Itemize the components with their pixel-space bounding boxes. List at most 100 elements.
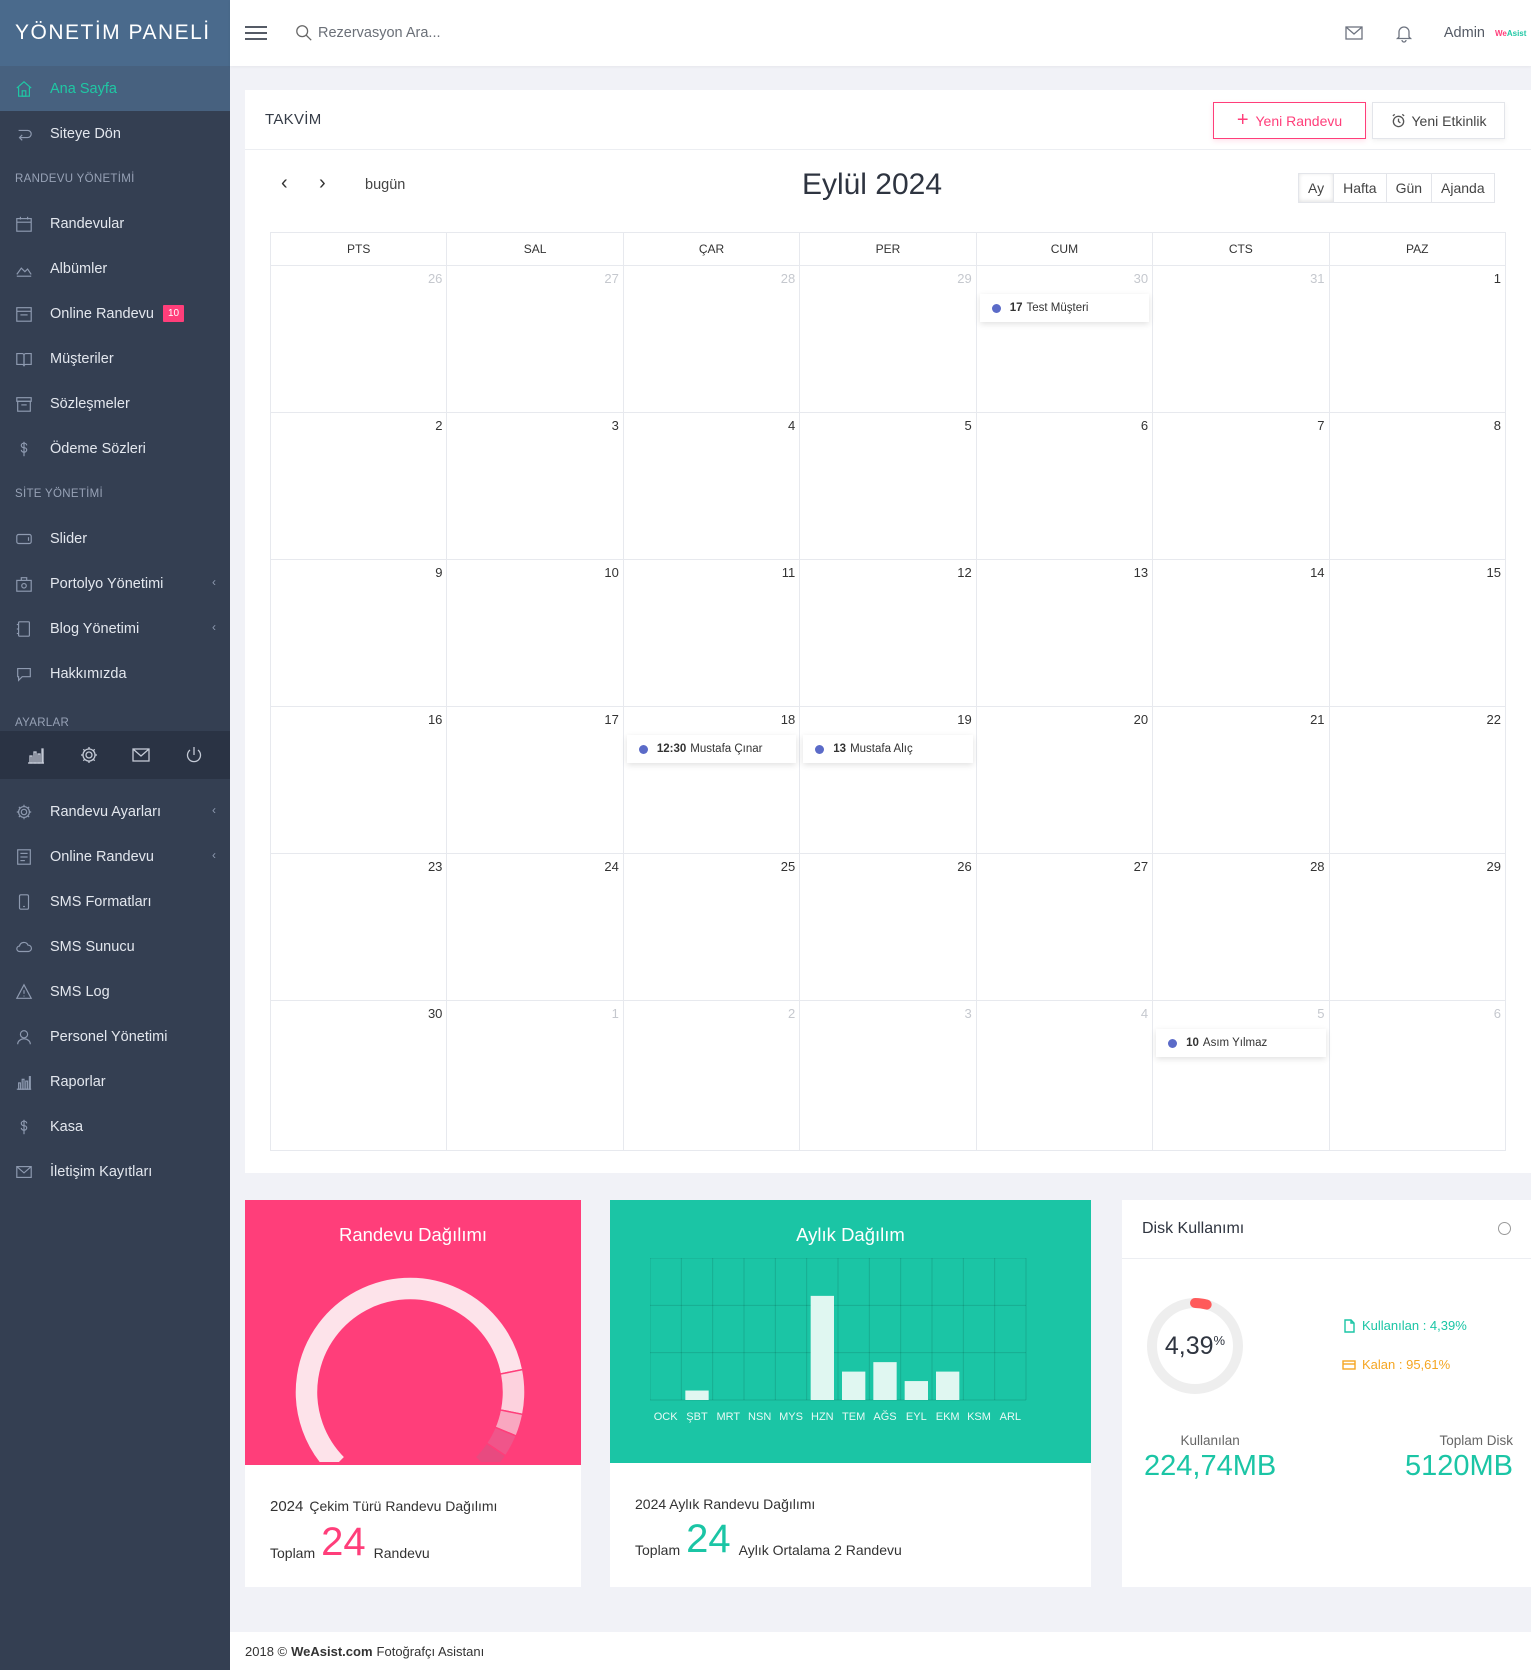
day-number[interactable]: 29: [957, 271, 972, 286]
sidebar-item-i-leti-im-kay-tlar-[interactable]: İletişim Kayıtları: [0, 1149, 230, 1194]
next-month-button[interactable]: ›: [319, 172, 326, 194]
menu-toggle-button[interactable]: [245, 26, 267, 40]
day-number[interactable]: 3: [964, 1006, 972, 1021]
sidebar-item-s-zle-meler[interactable]: Sözleşmeler: [0, 381, 230, 426]
day-cell[interactable]: 14: [1153, 560, 1330, 707]
donut-slice[interactable]: [294, 1276, 524, 1462]
sidebar-item-online-randevu[interactable]: Online Randevu 10: [0, 291, 230, 336]
day-cell[interactable]: 15: [1329, 560, 1506, 707]
bar[interactable]: [904, 1381, 928, 1400]
sidebar-item-m-teriler[interactable]: Müşteriler: [0, 336, 230, 381]
power-icon[interactable]: [184, 745, 204, 765]
day-cell[interactable]: 29: [800, 266, 977, 413]
day-cell[interactable]: 4: [623, 413, 801, 560]
day-cell[interactable]: 25: [623, 854, 801, 1001]
day-number[interactable]: 27: [1133, 859, 1149, 874]
day-number[interactable]: 26: [957, 859, 972, 874]
footer-brand-link[interactable]: WeAsist.com: [291, 1643, 373, 1659]
day-cell[interactable]: 29: [1329, 854, 1506, 1001]
day-number[interactable]: 12: [957, 565, 972, 580]
calendar-event[interactable]: 10 Asım Yılmaz: [1156, 1029, 1326, 1057]
day-number[interactable]: 26: [427, 271, 443, 286]
day-cell[interactable]: 1: [447, 1001, 624, 1151]
sidebar-item-kasa[interactable]: Kasa: [0, 1104, 230, 1149]
sidebar-item-online-randevu[interactable]: Online Randevu ‹: [0, 834, 230, 879]
day-cell[interactable]: 12: [800, 560, 977, 707]
day-number[interactable]: 22: [1486, 712, 1501, 727]
day-number[interactable]: 17: [604, 712, 619, 727]
stats-icon[interactable]: [26, 745, 46, 765]
sidebar-item-randevu-ayarlar-[interactable]: Randevu Ayarları ‹: [0, 789, 230, 834]
sidebar-item-siteye-d-n[interactable]: Siteye Dön: [0, 111, 230, 156]
day-number[interactable]: 3: [611, 418, 619, 433]
day-cell[interactable]: 20: [976, 707, 1154, 854]
day-cell[interactable]: 28: [623, 266, 801, 413]
day-cell[interactable]: 30: [271, 1001, 448, 1151]
day-cell[interactable]: 24: [447, 854, 624, 1001]
day-cell[interactable]: 19 13 Mustafa Alıç: [800, 707, 977, 854]
sidebar-item-sms-formatlar-[interactable]: SMS Formatları: [0, 879, 230, 924]
day-cell[interactable]: 13: [976, 560, 1154, 707]
sidebar-item-alb-mler[interactable]: Albümler: [0, 246, 230, 291]
donut-slice[interactable]: [499, 1368, 526, 1416]
calendar-event[interactable]: 12:30 Mustafa Çınar: [626, 735, 797, 763]
sidebar-item-raporlar[interactable]: Raporlar: [0, 1059, 230, 1104]
day-cell[interactable]: 8: [1329, 413, 1506, 560]
bar[interactable]: [842, 1371, 866, 1400]
day-number[interactable]: 23: [427, 859, 443, 874]
day-cell[interactable]: 4: [976, 1001, 1154, 1151]
day-number[interactable]: 8: [1493, 418, 1501, 433]
day-number[interactable]: 24: [604, 859, 619, 874]
day-number[interactable]: 31: [1310, 271, 1325, 286]
day-cell[interactable]: 28: [1153, 854, 1330, 1001]
day-number[interactable]: 2: [788, 1006, 796, 1021]
view-agenda-button[interactable]: Ajanda: [1441, 180, 1485, 196]
search-input[interactable]: [318, 25, 618, 41]
day-number[interactable]: 27: [604, 271, 619, 286]
day-cell[interactable]: 27: [447, 266, 624, 413]
day-cell[interactable]: 9: [271, 560, 448, 707]
day-number[interactable]: 1: [1493, 271, 1501, 286]
day-cell[interactable]: 3: [447, 413, 624, 560]
day-number[interactable]: 6: [1140, 418, 1149, 433]
day-cell[interactable]: 7: [1153, 413, 1330, 560]
day-cell[interactable]: 6: [1329, 1001, 1506, 1151]
mail-icon[interactable]: [131, 745, 151, 765]
sidebar-item-blog-y-netimi[interactable]: Blog Yönetimi ‹: [0, 606, 230, 651]
day-number[interactable]: 6: [1493, 1006, 1501, 1021]
sidebar-item-hakk-m-zda[interactable]: Hakkımızda: [0, 651, 230, 696]
day-cell[interactable]: 5 10 Asım Yılmaz: [1153, 1001, 1330, 1151]
donut-slice[interactable]: [473, 1442, 507, 1462]
sidebar-item--deme-s-zleri[interactable]: Ödeme Sözleri: [0, 426, 230, 471]
gear-icon[interactable]: [79, 745, 99, 765]
day-number[interactable]: 14: [1310, 565, 1325, 580]
calendar-event[interactable]: 13 Mustafa Alıç: [803, 735, 973, 763]
sidebar-item-sms-log[interactable]: SMS Log: [0, 969, 230, 1014]
day-number[interactable]: 28: [780, 271, 796, 286]
day-cell[interactable]: 5: [800, 413, 977, 560]
bar[interactable]: [873, 1362, 897, 1400]
day-number[interactable]: 13: [1133, 565, 1149, 580]
day-number[interactable]: 18: [780, 712, 796, 727]
sidebar-item-slider[interactable]: Slider: [0, 516, 230, 561]
day-number[interactable]: 1: [611, 1006, 619, 1021]
calendar-event[interactable]: 17 Test Müşteri: [979, 294, 1150, 322]
sidebar-item-randevular[interactable]: Randevular: [0, 201, 230, 246]
avatar[interactable]: WeAsist: [1495, 29, 1531, 38]
view-month-button[interactable]: Ay: [1299, 174, 1335, 202]
day-cell[interactable]: 31: [1153, 266, 1330, 413]
new-event-button[interactable]: Yeni Etkinlik: [1372, 102, 1505, 139]
admin-user-menu[interactable]: Admin: [1443, 25, 1485, 41]
day-cell[interactable]: 6: [976, 413, 1154, 560]
day-number[interactable]: 25: [780, 859, 796, 874]
day-number[interactable]: 7: [1317, 418, 1325, 433]
refresh-icon[interactable]: [1498, 1222, 1511, 1235]
sidebar-item-sms-sunucu[interactable]: SMS Sunucu: [0, 924, 230, 969]
day-number[interactable]: 10: [604, 565, 619, 580]
day-cell[interactable]: 22: [1329, 707, 1506, 854]
day-number[interactable]: 30: [1133, 271, 1149, 286]
day-cell[interactable]: 17: [447, 707, 624, 854]
new-appointment-button[interactable]: + Yeni Randevu: [1213, 102, 1366, 139]
day-number[interactable]: 11: [781, 565, 796, 580]
day-cell[interactable]: 1: [1329, 266, 1506, 413]
